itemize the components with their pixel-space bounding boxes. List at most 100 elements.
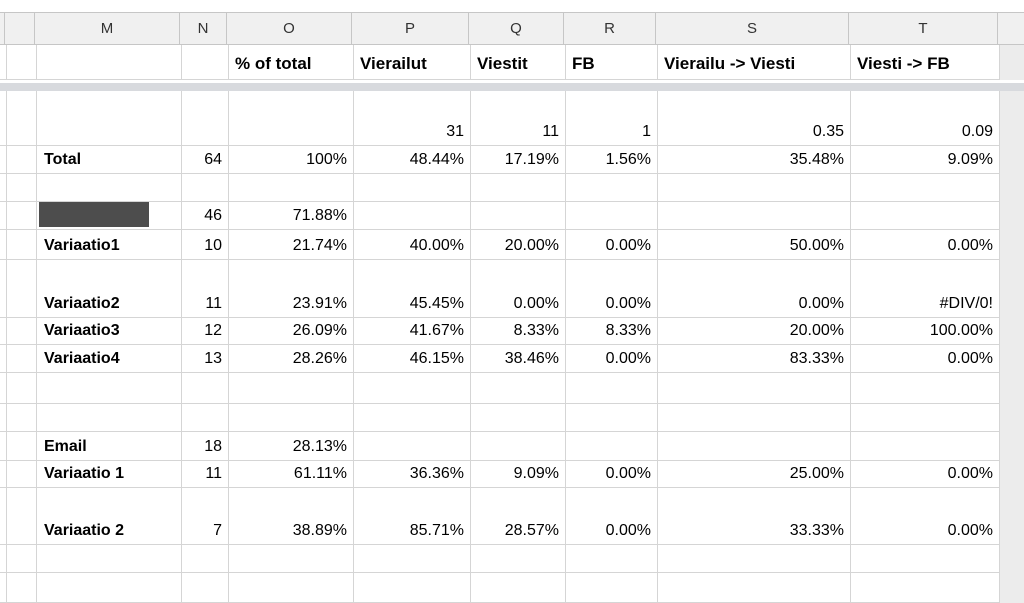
cell-N-redacted-group[interactable]: 46 xyxy=(182,202,229,230)
cell-blank[interactable] xyxy=(0,91,7,146)
cell-blank[interactable] xyxy=(229,404,354,432)
cell-S-total[interactable]: 35.48% xyxy=(658,146,851,174)
cell-R-conversion-values[interactable]: 1 xyxy=(566,91,658,146)
cell-P-email-variaatio-1[interactable]: 36.36% xyxy=(354,461,471,488)
cell-blank[interactable] xyxy=(0,545,7,573)
cell-Q-conversion-values[interactable]: 11 xyxy=(471,91,566,146)
cell-blank[interactable] xyxy=(37,573,182,603)
cell-blank[interactable] xyxy=(229,545,354,573)
cell-N-email-group[interactable]: 18 xyxy=(182,432,229,461)
cell-blank[interactable] xyxy=(851,404,1000,432)
cell-blank[interactable] xyxy=(658,174,851,202)
cell-blank[interactable] xyxy=(658,573,851,603)
cell-blank[interactable] xyxy=(7,432,37,461)
column-header-P[interactable]: P xyxy=(352,12,469,45)
cell-P-variaatio1[interactable]: 40.00% xyxy=(354,230,471,260)
cell-Q-email-variaatio-2[interactable]: 28.57% xyxy=(471,488,566,545)
cell-blank[interactable] xyxy=(7,545,37,573)
cell-O-variaatio3[interactable]: 26.09% xyxy=(229,318,354,345)
cell-T-variaatio1[interactable]: 0.00% xyxy=(851,230,1000,260)
cell-blank[interactable] xyxy=(182,174,229,202)
cell-blank[interactable] xyxy=(37,404,182,432)
cell-blank[interactable] xyxy=(566,404,658,432)
cell-blank[interactable] xyxy=(37,91,182,146)
cell-M-variaatio3[interactable]: Variaatio3 xyxy=(37,318,182,345)
cell-N-email-variaatio-2[interactable]: 7 xyxy=(182,488,229,545)
cell-N-variaatio2[interactable]: 11 xyxy=(182,260,229,318)
cell-Q-variaatio2[interactable]: 0.00% xyxy=(471,260,566,318)
cell-blank[interactable] xyxy=(0,174,7,202)
cell-blank[interactable] xyxy=(0,202,7,230)
cell-blank[interactable] xyxy=(7,230,37,260)
header-label-P[interactable]: Vierailut xyxy=(354,45,471,80)
cell-T-variaatio2[interactable]: #DIV/0! xyxy=(851,260,1000,318)
cell-blank[interactable] xyxy=(471,432,566,461)
cell-P-conversion-values[interactable]: 31 xyxy=(354,91,471,146)
cell-blank[interactable] xyxy=(471,573,566,603)
column-header-R[interactable]: R xyxy=(564,12,656,45)
column-header-T[interactable]: T xyxy=(849,12,998,45)
cell-T-email-variaatio-2[interactable]: 0.00% xyxy=(851,488,1000,545)
cell-blank[interactable] xyxy=(37,174,182,202)
cell-O-variaatio4[interactable]: 28.26% xyxy=(229,345,354,373)
cell-N-total[interactable]: 64 xyxy=(182,146,229,174)
cell-blank[interactable] xyxy=(37,373,182,404)
cell-blank[interactable] xyxy=(0,404,7,432)
cell-R-email-variaatio-1[interactable]: 0.00% xyxy=(566,461,658,488)
cell-blank[interactable] xyxy=(0,260,7,318)
cell-blank[interactable] xyxy=(7,146,37,174)
cell-blank[interactable] xyxy=(851,202,1000,230)
header-label-Q[interactable]: Viestit xyxy=(471,45,566,80)
cell-M-variaatio4[interactable]: Variaatio4 xyxy=(37,345,182,373)
cell-P-variaatio4[interactable]: 46.15% xyxy=(354,345,471,373)
column-header-Q[interactable]: Q xyxy=(469,12,564,45)
cell-blank[interactable] xyxy=(851,432,1000,461)
cell-M-email-variaatio-1[interactable]: Variaatio 1 xyxy=(37,461,182,488)
cell-blank[interactable] xyxy=(0,373,7,404)
cell-blank[interactable] xyxy=(354,202,471,230)
cell-blank[interactable] xyxy=(354,573,471,603)
cell-blank[interactable] xyxy=(182,404,229,432)
cell-R-variaatio1[interactable]: 0.00% xyxy=(566,230,658,260)
cell-blank[interactable] xyxy=(7,45,37,80)
cell-P-variaatio2[interactable]: 45.45% xyxy=(354,260,471,318)
cell-S-conversion-values[interactable]: 0.35 xyxy=(658,91,851,146)
cell-blank[interactable] xyxy=(471,404,566,432)
cell-blank[interactable] xyxy=(658,545,851,573)
cell-blank[interactable] xyxy=(7,373,37,404)
cell-blank[interactable] xyxy=(7,404,37,432)
cell-blank[interactable] xyxy=(471,202,566,230)
cell-S-email-variaatio-1[interactable]: 25.00% xyxy=(658,461,851,488)
cell-Q-email-variaatio-1[interactable]: 9.09% xyxy=(471,461,566,488)
cell-O-variaatio1[interactable]: 21.74% xyxy=(229,230,354,260)
cell-blank[interactable] xyxy=(354,373,471,404)
cell-M-variaatio2[interactable]: Variaatio2 xyxy=(37,260,182,318)
cell-Q-variaatio1[interactable]: 20.00% xyxy=(471,230,566,260)
cell-blank[interactable] xyxy=(471,174,566,202)
cell-R-email-variaatio-2[interactable]: 0.00% xyxy=(566,488,658,545)
cell-blank[interactable] xyxy=(0,318,7,345)
cell-S-variaatio1[interactable]: 50.00% xyxy=(658,230,851,260)
cell-blank[interactable] xyxy=(566,202,658,230)
header-label-S[interactable]: Vierailu -> Viesti xyxy=(658,45,851,80)
cell-blank[interactable] xyxy=(182,91,229,146)
cell-blank[interactable] xyxy=(658,202,851,230)
cell-N-variaatio1[interactable]: 10 xyxy=(182,230,229,260)
cell-P-email-variaatio-2[interactable]: 85.71% xyxy=(354,488,471,545)
column-header-M[interactable]: M xyxy=(35,12,180,45)
cell-Q-variaatio3[interactable]: 8.33% xyxy=(471,318,566,345)
cell-T-email-variaatio-1[interactable]: 0.00% xyxy=(851,461,1000,488)
cell-blank[interactable] xyxy=(7,573,37,603)
column-header-N[interactable]: N xyxy=(180,12,227,45)
cell-blank[interactable] xyxy=(851,545,1000,573)
cell-S-email-variaatio-2[interactable]: 33.33% xyxy=(658,488,851,545)
cell-T-variaatio4[interactable]: 0.00% xyxy=(851,345,1000,373)
cell-blank[interactable] xyxy=(0,573,7,603)
cell-blank[interactable] xyxy=(229,573,354,603)
cell-blank[interactable] xyxy=(7,345,37,373)
cell-O-total[interactable]: 100% xyxy=(229,146,354,174)
cell-blank[interactable] xyxy=(566,373,658,404)
cell-blank[interactable] xyxy=(7,174,37,202)
cell-blank[interactable] xyxy=(354,545,471,573)
cell-blank[interactable] xyxy=(0,45,7,80)
